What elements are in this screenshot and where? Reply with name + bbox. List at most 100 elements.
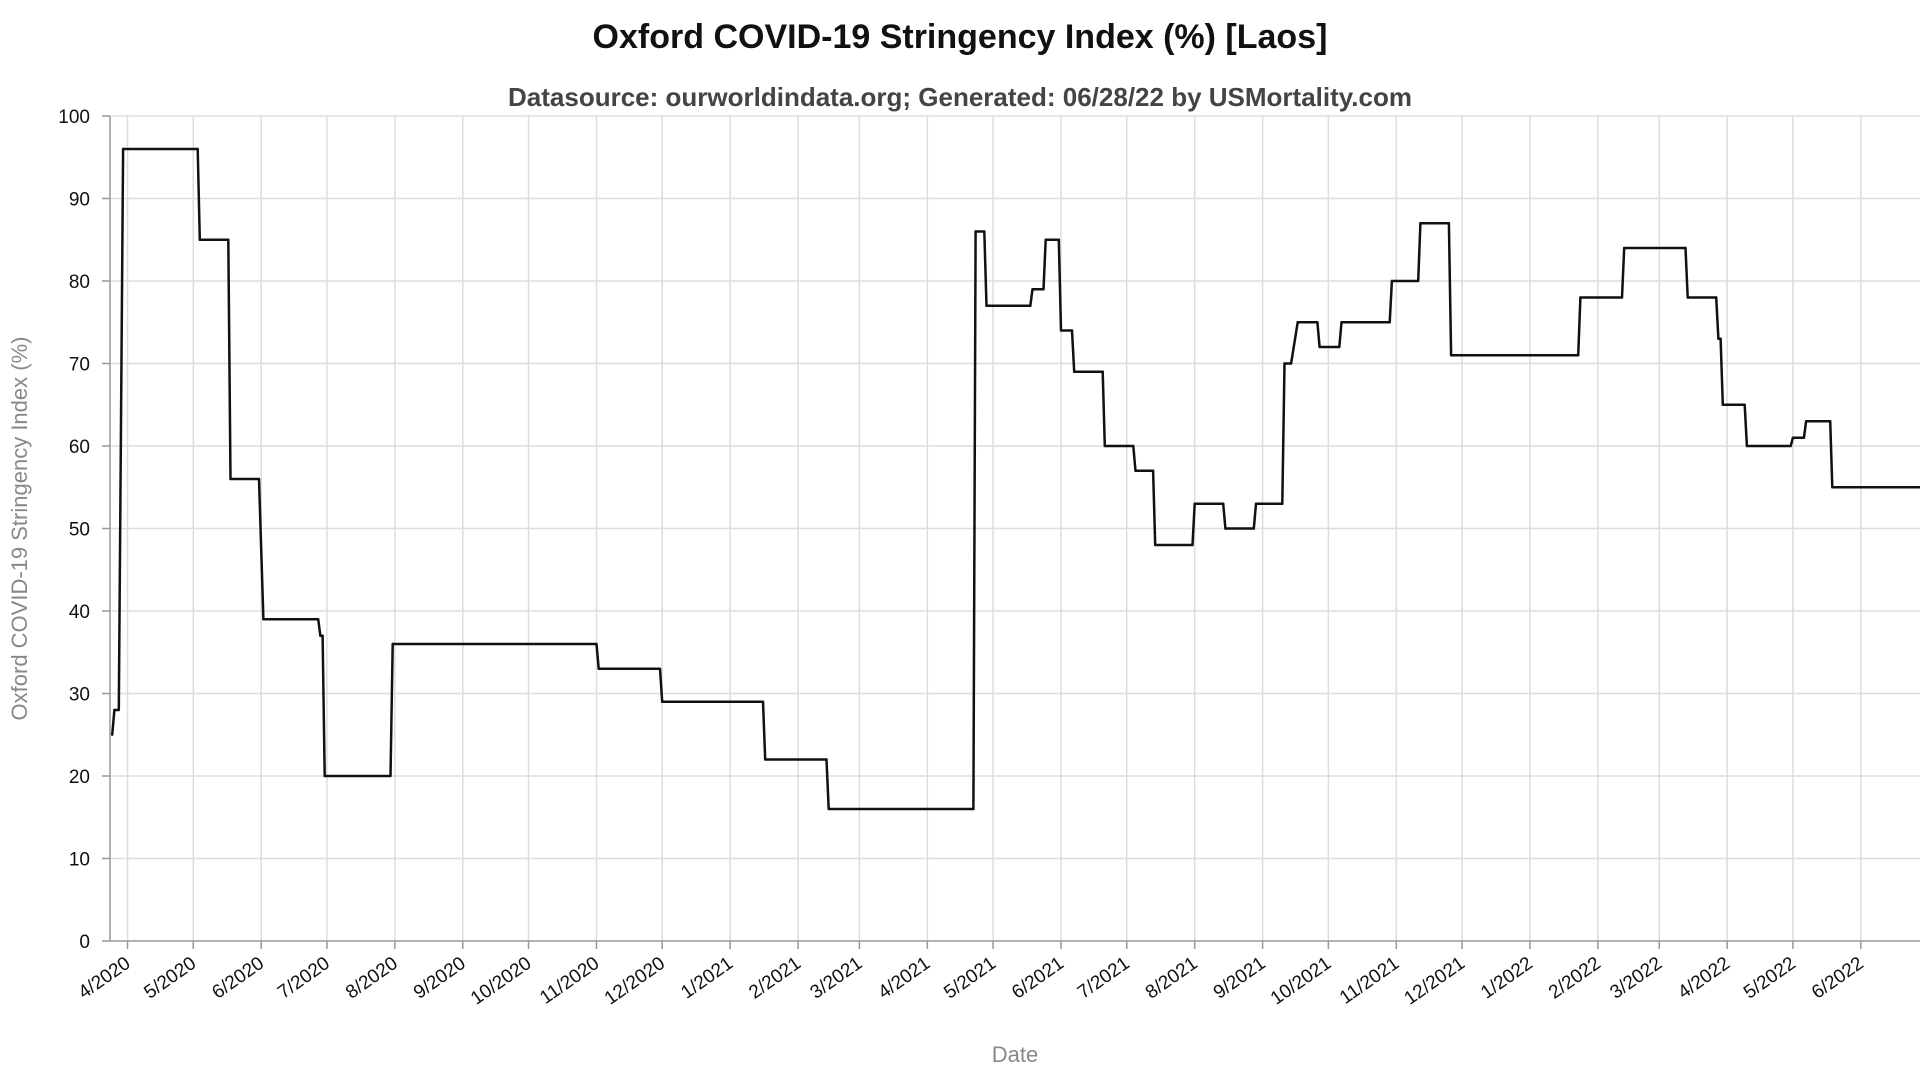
series-line [110, 147, 1920, 811]
data-point [1154, 543, 1157, 547]
x-tick-label: 11/2020 [536, 953, 603, 1009]
data-point [1042, 288, 1045, 291]
data-point [1318, 345, 1321, 349]
data-point [117, 708, 121, 712]
data-point [661, 700, 664, 703]
x-tick-label: 12/2020 [601, 953, 669, 1010]
x-tick-label: 5/2022 [1740, 953, 1800, 1004]
data-point [1132, 444, 1135, 448]
data-point [985, 304, 988, 307]
data-point [1388, 321, 1391, 324]
data-point [391, 642, 394, 646]
x-tick-label: 9/2020 [410, 953, 470, 1004]
data-point [317, 618, 320, 621]
x-tick-label: 10/2020 [467, 953, 535, 1010]
data-point [1296, 321, 1299, 324]
data-point [1831, 486, 1834, 489]
y-tick-label: 40 [69, 602, 90, 623]
data-point [1721, 403, 1725, 406]
data-point [1134, 469, 1137, 472]
x-tick-label: 8/2020 [342, 953, 402, 1004]
x-tick-label: 2/2022 [1545, 953, 1605, 1004]
data-point [1031, 288, 1034, 291]
x-tick-label: 5/2020 [140, 953, 200, 1004]
data-point [1191, 543, 1194, 547]
data-point [1577, 354, 1580, 357]
data-point [1804, 420, 1808, 423]
data-point [1070, 329, 1074, 332]
y-tick-labels: 0 10 20 30 40 50 60 70 80 90 100 [58, 107, 90, 953]
data-point [1151, 469, 1155, 472]
data-point [257, 477, 261, 481]
data-point [196, 147, 199, 151]
x-tick-label: 7/2020 [274, 953, 334, 1004]
x-tick-label: 11/2021 [1336, 953, 1403, 1009]
data-point [1338, 345, 1341, 349]
data-point [1717, 337, 1720, 340]
data-point [1390, 279, 1394, 283]
x-tick-label: 6/2022 [1808, 953, 1868, 1004]
data-point [227, 238, 230, 241]
data-point [1252, 527, 1256, 530]
x-tick-label: 5/2021 [940, 953, 1000, 1004]
x-tick-label: 9/2021 [1210, 953, 1270, 1004]
x-tick-label: 1/2021 [677, 953, 737, 1004]
data-point [764, 758, 767, 761]
data-point [229, 477, 232, 481]
y-axis-label: Oxford COVID-19 Stringency Index (%) [7, 337, 32, 721]
grid-lines [110, 115, 1920, 941]
data-point [1103, 444, 1107, 448]
chart-subtitle: Datasource: ourworldindata.org; Generate… [508, 82, 1412, 112]
data-point [262, 618, 265, 621]
x-tick-label: 10/2021 [1267, 953, 1335, 1010]
data-point [1419, 222, 1422, 225]
data-point [198, 238, 201, 241]
data-point [1743, 403, 1746, 406]
y-tick-label: 60 [69, 437, 90, 458]
data-point [1623, 246, 1626, 250]
data-point [321, 634, 324, 637]
data-point [1101, 370, 1104, 373]
data-point [1719, 337, 1722, 340]
data-point [1044, 238, 1047, 241]
data-point [825, 758, 828, 761]
y-tick-label: 80 [69, 272, 90, 293]
data-point [1802, 436, 1806, 439]
data-point [827, 807, 830, 811]
x-tick-label: 3/2022 [1606, 953, 1666, 1004]
data-point [1283, 362, 1286, 365]
y-tick-label: 20 [69, 767, 90, 788]
y-tick-label: 90 [69, 190, 90, 211]
data-point [111, 733, 114, 736]
data-point [1447, 222, 1451, 225]
data-point [1193, 502, 1196, 505]
x-tick-label: 2/2021 [745, 953, 805, 1004]
data-point [1579, 296, 1582, 299]
data-point [974, 230, 977, 233]
y-tick-label: 100 [58, 107, 90, 128]
data-point [1340, 321, 1343, 324]
y-tick-label: 70 [69, 355, 90, 376]
data-point [1620, 296, 1624, 299]
data-point [1686, 296, 1689, 299]
data-point [1073, 370, 1076, 373]
data-point [1316, 321, 1319, 324]
x-tick-label: 7/2021 [1074, 953, 1134, 1004]
data-point [972, 807, 975, 811]
x-tick-label: 6/2021 [1008, 953, 1068, 1004]
data-point [1715, 296, 1718, 299]
data-point [1789, 444, 1792, 448]
data-point [389, 774, 392, 778]
data-point [1029, 304, 1032, 307]
data-point [319, 634, 322, 637]
data-point [1417, 279, 1420, 283]
data-point [1222, 502, 1225, 505]
y-tick-label: 0 [79, 932, 90, 953]
data-point [1224, 527, 1227, 530]
x-tick-label: 4/2020 [75, 953, 135, 1004]
data-point [1829, 420, 1832, 423]
data-point [1745, 444, 1749, 448]
x-tick-label: 8/2021 [1142, 953, 1202, 1004]
y-tick-label: 50 [69, 520, 90, 541]
